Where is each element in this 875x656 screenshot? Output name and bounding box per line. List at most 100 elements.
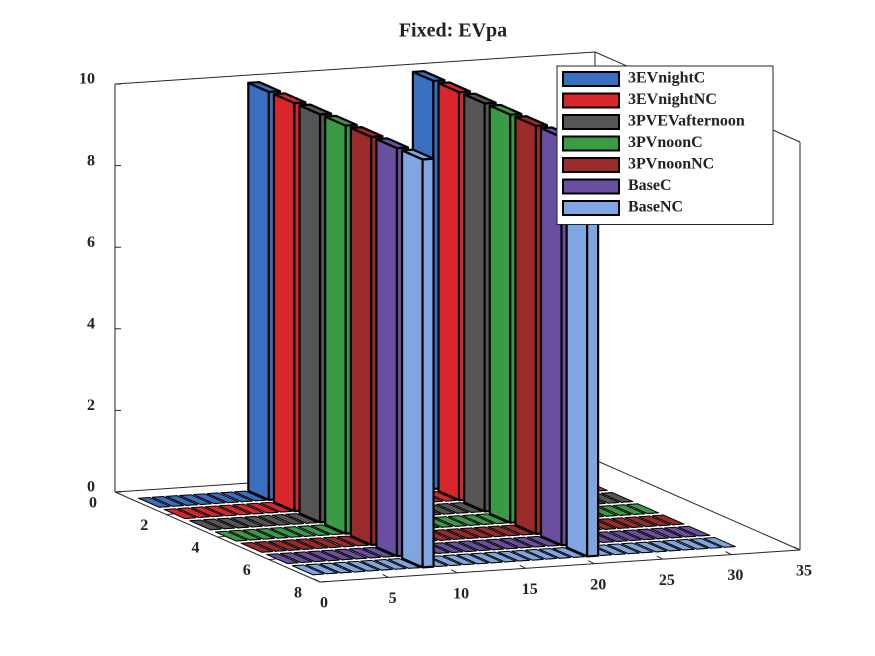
bar: [626, 503, 659, 515]
bar-top: [216, 517, 250, 529]
bar-top: [638, 515, 671, 527]
bar: [256, 527, 289, 539]
bar: [216, 517, 250, 529]
bar-top: [324, 114, 358, 127]
bar: [244, 515, 277, 527]
bar-top: [268, 540, 301, 551]
bar-top: [432, 529, 466, 540]
bar: [595, 531, 628, 543]
bar-top: [293, 551, 327, 563]
bar-top: [538, 548, 572, 559]
bar-top: [442, 554, 476, 566]
x-tick: [656, 555, 664, 560]
bar-top: [151, 496, 185, 507]
bar: [319, 562, 352, 574]
legend-label: 3PVnoonC: [628, 134, 703, 151]
x-tick: [519, 564, 526, 569]
bar-top: [272, 92, 307, 105]
bar-top: [220, 491, 253, 503]
bar-side: [298, 104, 322, 524]
bar-top: [230, 516, 263, 528]
bar: [271, 513, 305, 525]
bar: [204, 505, 238, 517]
bar: [232, 503, 265, 515]
bar: [291, 564, 325, 576]
bar-top: [650, 527, 683, 539]
bar-top: [319, 562, 352, 574]
bar: [400, 148, 435, 569]
bar: [598, 505, 632, 516]
bar: [501, 524, 534, 536]
bar-top: [285, 513, 318, 524]
bar: [293, 551, 327, 563]
bar-front: [421, 157, 435, 569]
bar-top: [446, 528, 479, 539]
z-tick-label: 0: [87, 479, 95, 496]
legend-swatch: [562, 135, 620, 152]
x-tick: [725, 551, 732, 556]
bar: [242, 528, 275, 540]
bar: [163, 508, 197, 519]
bar-top: [232, 503, 265, 515]
bar-top: [652, 514, 685, 526]
bar: [246, 502, 279, 514]
bar: [218, 504, 252, 516]
bar-top: [283, 526, 317, 537]
bar-top: [295, 538, 328, 550]
bar-top: [497, 550, 531, 562]
bar: [638, 515, 671, 527]
x-tick: [588, 560, 595, 565]
z-tick-label: 6: [87, 234, 95, 251]
bar-top: [346, 560, 380, 572]
bar: [269, 527, 303, 538]
bar-top: [204, 505, 238, 517]
bar: [309, 537, 342, 549]
x-tick-label: 5: [389, 590, 397, 607]
bar: [266, 553, 299, 564]
bar: [206, 492, 240, 504]
x-tick-label: 25: [659, 572, 675, 589]
bar-top: [281, 539, 315, 550]
bar-top: [524, 548, 558, 560]
bar-top: [648, 540, 681, 552]
bar-side: [272, 93, 296, 513]
bar-top: [487, 525, 520, 537]
bar-top: [488, 103, 523, 116]
bar-top: [259, 501, 293, 513]
bar: [650, 527, 683, 539]
bar-top: [271, 513, 305, 525]
bar-top: [499, 537, 532, 549]
bar-top: [513, 536, 546, 548]
bar: [374, 558, 407, 570]
legend-label: 3PVEVafternoon: [628, 113, 745, 130]
bar: [593, 544, 627, 556]
bar-top: [511, 549, 544, 561]
bar-top: [334, 548, 368, 560]
bar-top: [449, 502, 483, 513]
bar-top: [436, 503, 469, 514]
bar: [446, 528, 479, 539]
bar: [456, 553, 489, 565]
bar: [648, 540, 681, 552]
bar-top: [375, 137, 410, 150]
bar: [652, 514, 685, 526]
x-tick-label: 35: [796, 563, 812, 580]
bar-top: [179, 494, 212, 505]
bar: [259, 501, 293, 513]
bar: [177, 507, 210, 519]
bar-top: [192, 493, 226, 505]
y-tick: [166, 513, 174, 515]
bar-top: [624, 516, 658, 528]
bar: [247, 81, 281, 501]
y-tick-label: 2: [140, 517, 148, 534]
bar-side: [400, 149, 424, 569]
bar: [203, 518, 236, 530]
bar-top: [257, 514, 291, 526]
bar: [348, 547, 381, 559]
bar: [151, 496, 185, 507]
bar-side: [463, 93, 486, 513]
chart-title: Fixed: EVpa: [399, 20, 507, 42]
bar-top: [218, 504, 252, 516]
bar: [511, 549, 544, 561]
bar: [636, 528, 669, 540]
